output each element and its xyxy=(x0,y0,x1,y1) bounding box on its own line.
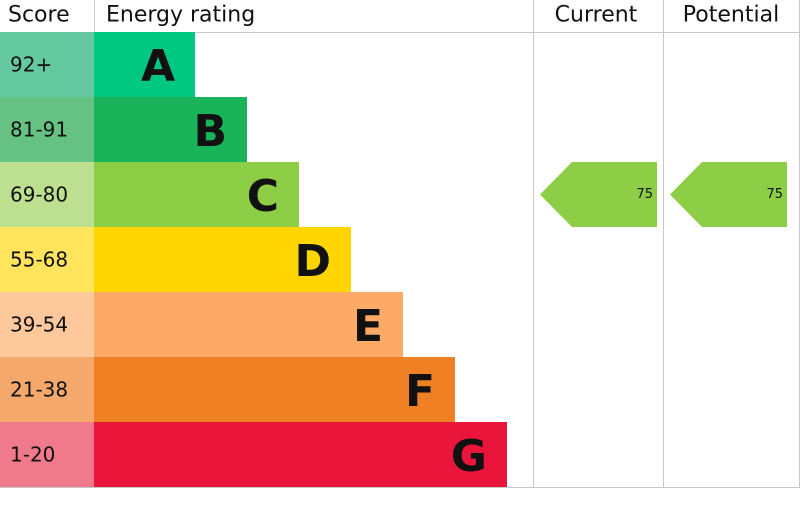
rating-bar xyxy=(94,162,299,227)
score-cell xyxy=(0,162,94,227)
score-cell xyxy=(0,292,94,357)
rating-letter: D xyxy=(294,236,331,287)
rating-bar xyxy=(94,357,455,422)
rating-letter: A xyxy=(141,41,175,92)
potential-value: 75 xyxy=(766,187,783,202)
potential-arrow xyxy=(670,162,787,227)
score-cell xyxy=(0,357,94,422)
score-label: 39-54 xyxy=(10,313,68,337)
rating-bar xyxy=(94,97,247,162)
rating-bar xyxy=(94,227,351,292)
rating-letter: B xyxy=(193,106,227,157)
score-label: 55-68 xyxy=(10,248,68,272)
rating-letter: C xyxy=(247,171,279,222)
rating-bar xyxy=(94,422,507,487)
rating-bar xyxy=(94,32,195,97)
current-value: 75 xyxy=(636,187,653,202)
header-score: Score xyxy=(8,3,70,28)
header-rating: Energy rating xyxy=(106,3,255,28)
score-cell xyxy=(0,32,94,97)
score-cell xyxy=(0,97,94,162)
current-arrow xyxy=(540,162,657,227)
score-label: 81-91 xyxy=(10,118,68,142)
rating-bar xyxy=(94,292,403,357)
score-cell xyxy=(0,227,94,292)
score-cell xyxy=(0,422,94,487)
score-label: 69-80 xyxy=(10,183,68,207)
score-label: 92+ xyxy=(10,53,52,77)
score-label: 21-38 xyxy=(10,378,68,402)
header-potential: Potential xyxy=(683,3,779,28)
rating-letter: E xyxy=(353,301,383,352)
rating-letter: F xyxy=(405,366,435,417)
rating-letter: G xyxy=(451,431,487,482)
score-label: 1-20 xyxy=(10,443,55,467)
header-current: Current xyxy=(555,3,638,28)
